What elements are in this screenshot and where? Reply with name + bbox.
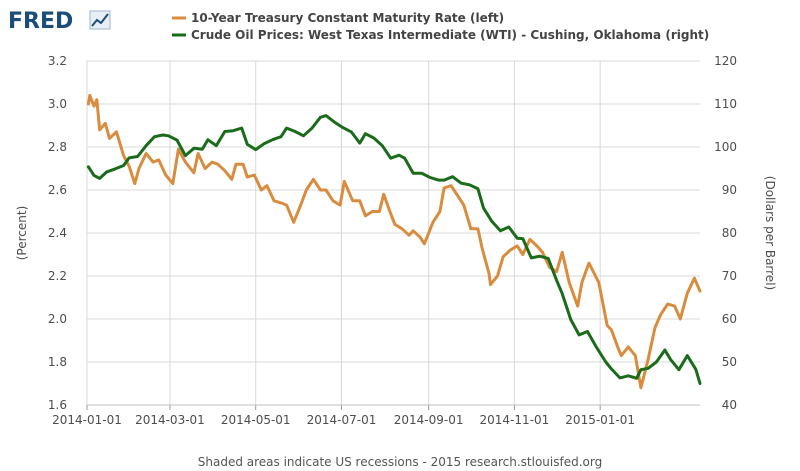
fred-logo[interactable]: FRED	[8, 9, 111, 34]
left-tick-label: 2.8	[48, 140, 67, 154]
series-line-wti	[86, 114, 702, 385]
legend-item-treasury[interactable]: 10-Year Treasury Constant Maturity Rate …	[172, 11, 504, 25]
legend-item-wti[interactable]: Crude Oil Prices: West Texas Intermediat…	[172, 28, 709, 42]
left-tick-label: 1.6	[48, 398, 67, 412]
right-tick-label: 100	[714, 140, 737, 154]
x-axis-ticks: 2014-01-01 2014-03-01 2014-05-01 2014-07-01…	[52, 404, 700, 427]
x-tick-label: 2014-09-01	[394, 413, 464, 427]
legend-label-treasury: 10-Year Treasury Constant Maturity Rate …	[191, 11, 504, 25]
right-tick-label: 40	[722, 398, 737, 412]
x-tick-label: 2015-01-01	[565, 413, 635, 427]
x-tick-label: 2014-03-01	[135, 413, 205, 427]
fred-logo-text: FRED	[8, 9, 73, 34]
x-tick-label: 2014-01-01	[52, 413, 122, 427]
right-axis-ticks: 40 50 60 70 80 90 100 110 120	[714, 54, 737, 412]
x-tick-label: 2014-11-01	[480, 413, 550, 427]
left-axis-ticks: 1.6 1.8 2.0 2.2 2.4 2.6 2.8 3.0 3.2	[48, 54, 67, 412]
legend-label-wti: Crude Oil Prices: West Texas Intermediat…	[191, 28, 709, 42]
x-tick-label: 2014-07-01	[307, 413, 377, 427]
right-tick-label: 110	[714, 97, 737, 111]
left-tick-label: 2.2	[48, 269, 67, 283]
series-lines	[86, 93, 702, 390]
right-tick-label: 60	[722, 312, 737, 326]
right-tick-label: 50	[722, 355, 737, 369]
left-tick-label: 3.0	[48, 97, 67, 111]
right-tick-label: 90	[722, 183, 737, 197]
left-tick-label: 3.2	[48, 54, 67, 68]
right-tick-label: 120	[714, 54, 737, 68]
right-tick-label: 70	[722, 269, 737, 283]
series-line-treasury	[86, 93, 702, 390]
chart-legend: 10-Year Treasury Constant Maturity Rate …	[172, 11, 709, 42]
left-tick-label: 2.0	[48, 312, 67, 326]
left-axis-title: (Percent)	[15, 206, 29, 261]
gridlines	[86, 60, 700, 406]
x-tick-label: 2014-05-01	[221, 413, 291, 427]
left-tick-label: 2.6	[48, 183, 67, 197]
left-tick-label: 2.4	[48, 226, 67, 240]
recession-footnote: Shaded areas indicate US recessions - 20…	[198, 455, 602, 469]
left-tick-label: 1.8	[48, 355, 67, 369]
right-axis-title: (Dollars per Barrel)	[763, 176, 777, 290]
graph-trend-icon	[89, 10, 111, 30]
right-tick-label: 80	[722, 226, 737, 240]
